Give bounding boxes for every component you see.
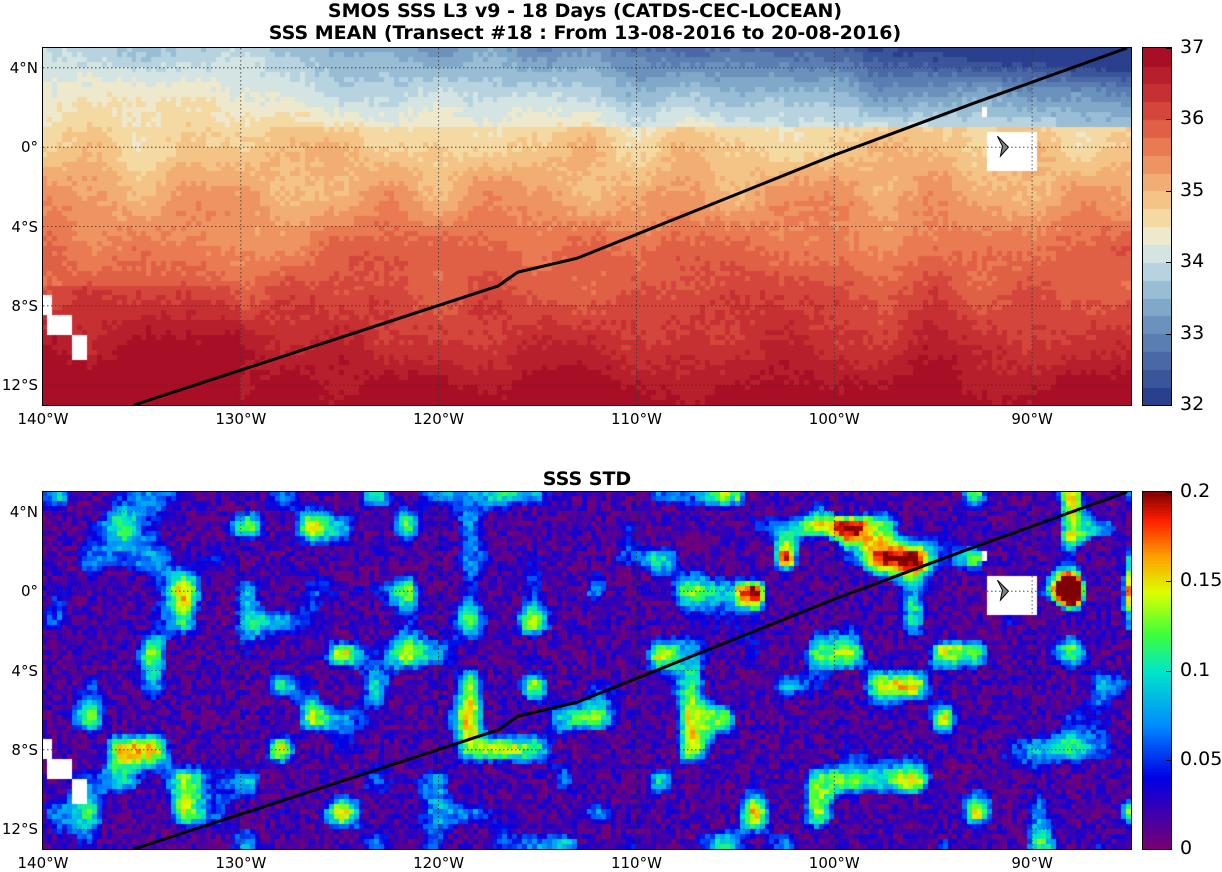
lon-tick-label: 120°W (413, 410, 465, 428)
lat-tick-label: 0° (20, 582, 38, 601)
lat-tick-label: 4°N (9, 502, 38, 521)
colorbar-tick (1166, 405, 1172, 406)
sss-mean-map (42, 47, 1132, 406)
lon-tick-label: 110°W (610, 410, 662, 428)
colorbar-tick (1166, 492, 1172, 493)
lat-tick-label: 4°N (9, 58, 38, 77)
colorbar-tick-label: 32 (1180, 393, 1205, 415)
transect-line (133, 492, 1128, 849)
lat-tick-label: 4°S (11, 217, 38, 236)
figure-title-line1: SMOS SSS L3 v9 - 18 Days (CATDS-CEC-LOCE… (327, 0, 843, 22)
colorbar-tick (1166, 581, 1172, 583)
lon-tick-label: 100°W (808, 410, 860, 428)
lon-tick-label: 90°W (1011, 854, 1053, 872)
colorbar-tick (1166, 759, 1172, 761)
colorbar-tick-label: 0.05 (1180, 747, 1222, 770)
lon-tick-label: 130°W (215, 410, 267, 428)
colorbar-tick-label: 33 (1180, 321, 1205, 344)
transect-line (133, 48, 1128, 405)
lon-tick-label: 140°W (17, 854, 69, 872)
colorbar-tick (1166, 190, 1172, 192)
sss-std-overlay (43, 492, 1131, 849)
lon-tick-label: 110°W (610, 854, 662, 872)
colorbar-tick-label: 37 (1180, 36, 1205, 58)
lat-tick-label: 0° (20, 138, 38, 157)
sss-mean-overlay (43, 48, 1131, 405)
lat-tick-label: 12°S (1, 376, 38, 395)
colorbar-tick (1166, 119, 1172, 121)
figure-title-line2: SSS MEAN (Transect #18 : From 13-08-2016… (268, 22, 902, 44)
lon-tick-label: 120°W (413, 854, 465, 872)
colorbar-tick-label: 34 (1180, 250, 1205, 273)
lon-tick-label: 100°W (808, 854, 860, 872)
lat-tick-label: 8°S (11, 740, 38, 759)
colorbar-tick-label: 0.15 (1180, 569, 1222, 592)
lon-tick-label: 130°W (215, 854, 267, 872)
colorbar-tick (1166, 849, 1172, 850)
colorbar-tick-label: 0.2 (1180, 480, 1211, 502)
colorbar-tick-label: 0 (1180, 837, 1193, 859)
ship-marker-icon (996, 579, 1010, 602)
lat-tick-label: 12°S (1, 820, 38, 839)
ship-marker-icon (996, 135, 1010, 158)
colorbar-tick-label: 36 (1180, 107, 1205, 130)
lat-tick-label: 4°S (11, 661, 38, 680)
sss-mean-colorbar (1142, 47, 1172, 406)
colorbar-tick (1166, 333, 1172, 335)
colorbar-tick-label: 0.1 (1180, 658, 1211, 681)
lat-tick-label: 8°S (11, 296, 38, 315)
lon-tick-label: 90°W (1011, 410, 1053, 428)
colorbar-tick (1166, 262, 1172, 264)
sss-std-map (42, 491, 1132, 850)
std-panel-title: SSS STD (542, 468, 632, 490)
colorbar-tick-label: 35 (1180, 178, 1205, 201)
lon-tick-label: 140°W (17, 410, 69, 428)
colorbar-tick (1166, 48, 1172, 49)
colorbar-tick (1166, 670, 1172, 672)
